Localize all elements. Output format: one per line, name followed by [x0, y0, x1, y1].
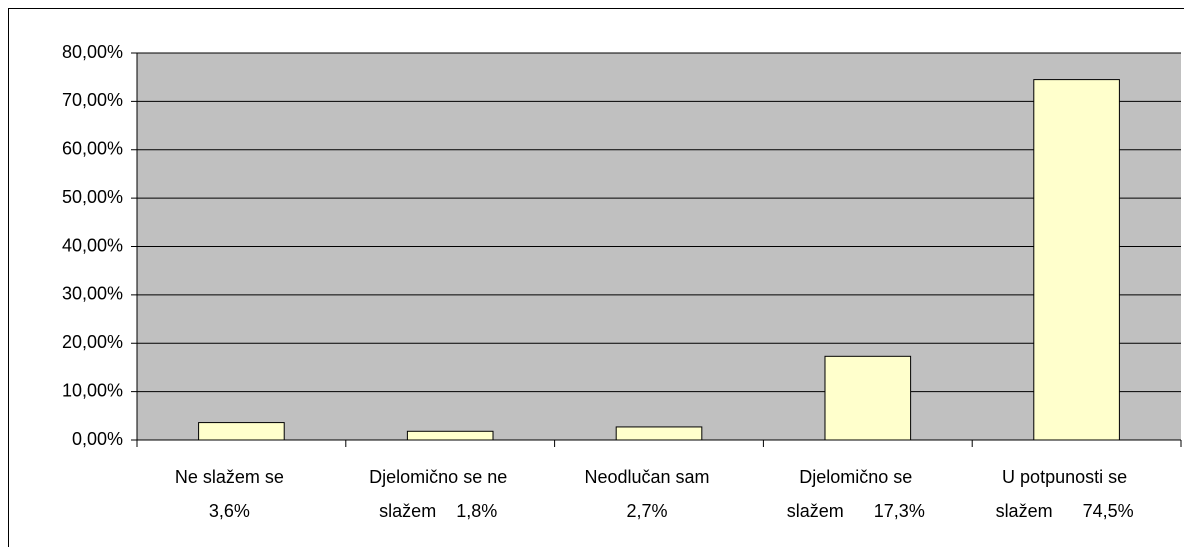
x-tick-label: U potpunosti se: [1002, 467, 1127, 487]
y-tick-label: 50,00%: [62, 187, 123, 207]
y-tick-label: 0,00%: [72, 429, 123, 449]
bar: [198, 422, 285, 441]
y-tick-label: 20,00%: [62, 332, 123, 352]
y-tick-label: 70,00%: [62, 90, 123, 110]
x-tick-label: Djelomično se: [799, 467, 912, 487]
x-tick-label: Ne slažem se: [175, 467, 284, 487]
y-tick-label: 80,00%: [62, 42, 123, 62]
bar: [406, 430, 494, 441]
x-tick-label: Neodlučan sam: [584, 467, 709, 487]
y-tick-label: 10,00%: [62, 380, 123, 400]
x-tick-label: slažem 17,3%: [787, 501, 925, 521]
bar: [1033, 79, 1120, 441]
y-tick-label: 40,00%: [62, 235, 123, 255]
bar: [615, 426, 703, 441]
x-tick-label: 2,7%: [626, 501, 667, 521]
x-tick-label: slažem 1,8%: [379, 501, 497, 521]
x-tick-label: slažem 74,5%: [996, 501, 1134, 521]
x-tick-label: Djelomično se ne: [369, 467, 507, 487]
y-tick-label: 60,00%: [62, 139, 123, 159]
bar: [824, 355, 912, 441]
x-tick-label: 3,6%: [209, 501, 250, 521]
y-tick-label: 30,00%: [62, 284, 123, 304]
